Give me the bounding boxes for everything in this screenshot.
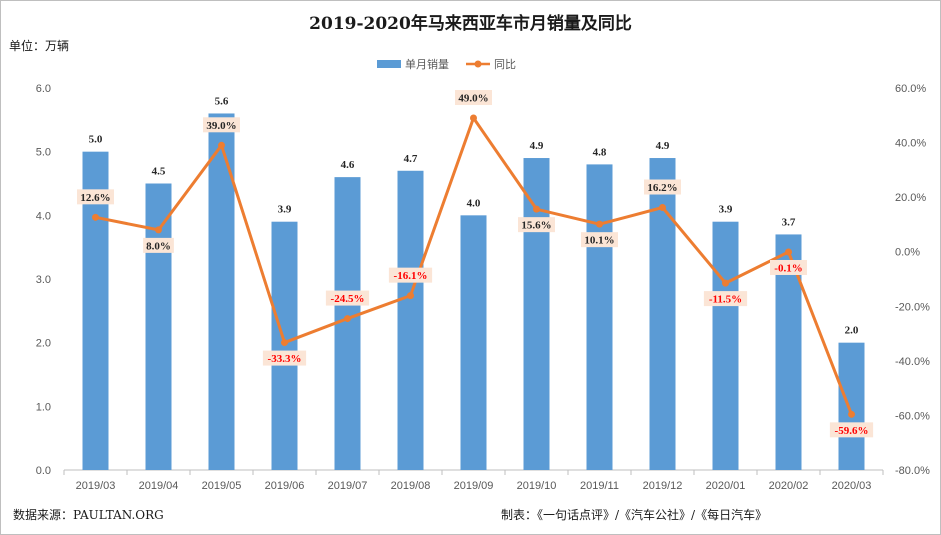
- x-tick-label: 2019/05: [202, 480, 242, 492]
- bar-value-label: 4.5: [152, 166, 166, 178]
- y-left-tick-label: 6.0: [36, 83, 51, 95]
- y-left-tick-label: 0.0: [36, 465, 51, 477]
- yoy-label-bg: [455, 90, 492, 106]
- y-right-tick-label: -20.0%: [895, 301, 930, 313]
- y-right-tick-label: 0.0%: [895, 247, 920, 259]
- yoy-point: [155, 226, 162, 234]
- bar-value-label: 2.0: [845, 325, 859, 337]
- y-left-tick-label: 4.0: [36, 210, 51, 222]
- y-right-tick-label: -60.0%: [895, 410, 930, 422]
- yoy-label-bg: [581, 232, 618, 248]
- bar: [397, 170, 424, 470]
- bar-value-label: 3.9: [278, 204, 292, 216]
- yoy-point: [407, 292, 414, 300]
- legend-label-bar: 单月销量: [405, 57, 449, 71]
- yoy-label-bg: [77, 189, 114, 205]
- bar: [523, 158, 550, 471]
- bar-value-label: 4.8: [593, 146, 607, 158]
- bar: [586, 164, 613, 470]
- y-left-tick-label: 5.0: [36, 147, 51, 159]
- legend-swatch-bar: [377, 60, 401, 68]
- bar: [712, 221, 739, 470]
- yoy-label-bg: [770, 259, 807, 275]
- x-tick-label: 2019/10: [517, 480, 557, 492]
- yoy-point: [92, 213, 99, 221]
- yoy-point: [659, 204, 666, 212]
- legend-swatch-point: [474, 60, 482, 68]
- bar-value-label: 3.9: [719, 204, 733, 216]
- legend-label-line: 同比: [494, 58, 516, 71]
- bar-value-label: 4.7: [404, 153, 418, 165]
- yoy-label-bg: [203, 117, 240, 133]
- yoy-label-bg: [518, 217, 555, 233]
- y-right-tick-label: 60.0%: [895, 83, 926, 95]
- yoy-label-bg: [388, 267, 433, 283]
- yoy-label-bg: [703, 291, 748, 307]
- credit-label: 制表：《一句话点评》/《汽车公社》/《每日汽车》: [501, 508, 768, 522]
- x-tick-label: 2019/09: [454, 480, 494, 492]
- unit-label: 单位：万辆: [9, 39, 70, 53]
- yoy-point: [344, 315, 351, 323]
- y-left-tick-label: 2.0: [36, 338, 51, 350]
- yoy-value-label: 10.1%: [584, 235, 614, 247]
- yoy-value-label: -16.1%: [394, 270, 428, 282]
- x-tick-label: 2019/03: [76, 480, 116, 492]
- bar-value-label: 3.7: [782, 216, 796, 228]
- bar: [82, 151, 109, 470]
- yoy-value-label: 12.6%: [80, 192, 110, 204]
- y-left-tick-label: 3.0: [36, 274, 51, 286]
- yoy-label-bg: [143, 237, 174, 253]
- x-tick-label: 2020/03: [832, 480, 872, 492]
- yoy-point: [218, 141, 225, 149]
- bar-value-label: 4.9: [530, 140, 544, 152]
- bar-value-label: 5.0: [89, 134, 103, 146]
- x-tick-label: 2020/02: [769, 480, 809, 492]
- y-right-tick-label: 20.0%: [895, 192, 926, 204]
- x-tick-label: 2020/01: [706, 480, 746, 492]
- yoy-value-label: 16.2%: [647, 182, 677, 194]
- bar-value-label: 4.6: [341, 159, 355, 171]
- y-right-tick-label: -40.0%: [895, 356, 930, 368]
- yoy-label-bg: [829, 422, 874, 438]
- chart-title: 2019-2020年马来西亚车市月销量及同比: [309, 14, 632, 34]
- yoy-point: [470, 114, 477, 122]
- yoy-value-label: -0.1%: [774, 262, 802, 274]
- yoy-point: [785, 248, 792, 256]
- source-label: 数据来源：PAULTAN.ORG: [13, 508, 164, 522]
- yoy-value-label: 49.0%: [458, 93, 488, 105]
- x-tick-label: 2019/07: [328, 480, 368, 492]
- yoy-point: [281, 339, 288, 347]
- yoy-value-label: -11.5%: [709, 294, 742, 306]
- yoy-label-bg: [644, 179, 681, 195]
- bar-value-label: 4.0: [467, 197, 481, 209]
- x-tick-label: 2019/08: [391, 480, 431, 492]
- x-tick-label: 2019/12: [643, 480, 683, 492]
- yoy-value-label: 8.0%: [146, 240, 171, 252]
- bar: [838, 342, 865, 470]
- bar-value-label: 4.9: [656, 140, 670, 152]
- y-left-tick-label: 1.0: [36, 401, 51, 413]
- yoy-value-label: -33.3%: [268, 353, 302, 365]
- yoy-point: [722, 279, 729, 287]
- yoy-point: [533, 205, 540, 213]
- yoy-value-label: -59.6%: [835, 425, 869, 437]
- yoy-label-bg: [325, 290, 370, 306]
- x-tick-label: 2019/04: [139, 480, 179, 492]
- yoy-value-label: 39.0%: [206, 120, 236, 132]
- bar-value-label: 5.6: [215, 95, 229, 107]
- x-tick-label: 2019/06: [265, 480, 305, 492]
- bar: [208, 113, 235, 470]
- yoy-value-label: 15.6%: [521, 220, 551, 232]
- y-right-tick-label: -80.0%: [895, 465, 930, 477]
- x-tick-label: 2019/11: [580, 480, 619, 492]
- y-right-tick-label: 40.0%: [895, 138, 926, 150]
- yoy-point: [596, 220, 603, 228]
- yoy-point: [848, 410, 855, 418]
- bar: [334, 177, 361, 470]
- yoy-value-label: -24.5%: [331, 293, 365, 305]
- yoy-label-bg: [262, 350, 307, 366]
- bar: [460, 215, 487, 470]
